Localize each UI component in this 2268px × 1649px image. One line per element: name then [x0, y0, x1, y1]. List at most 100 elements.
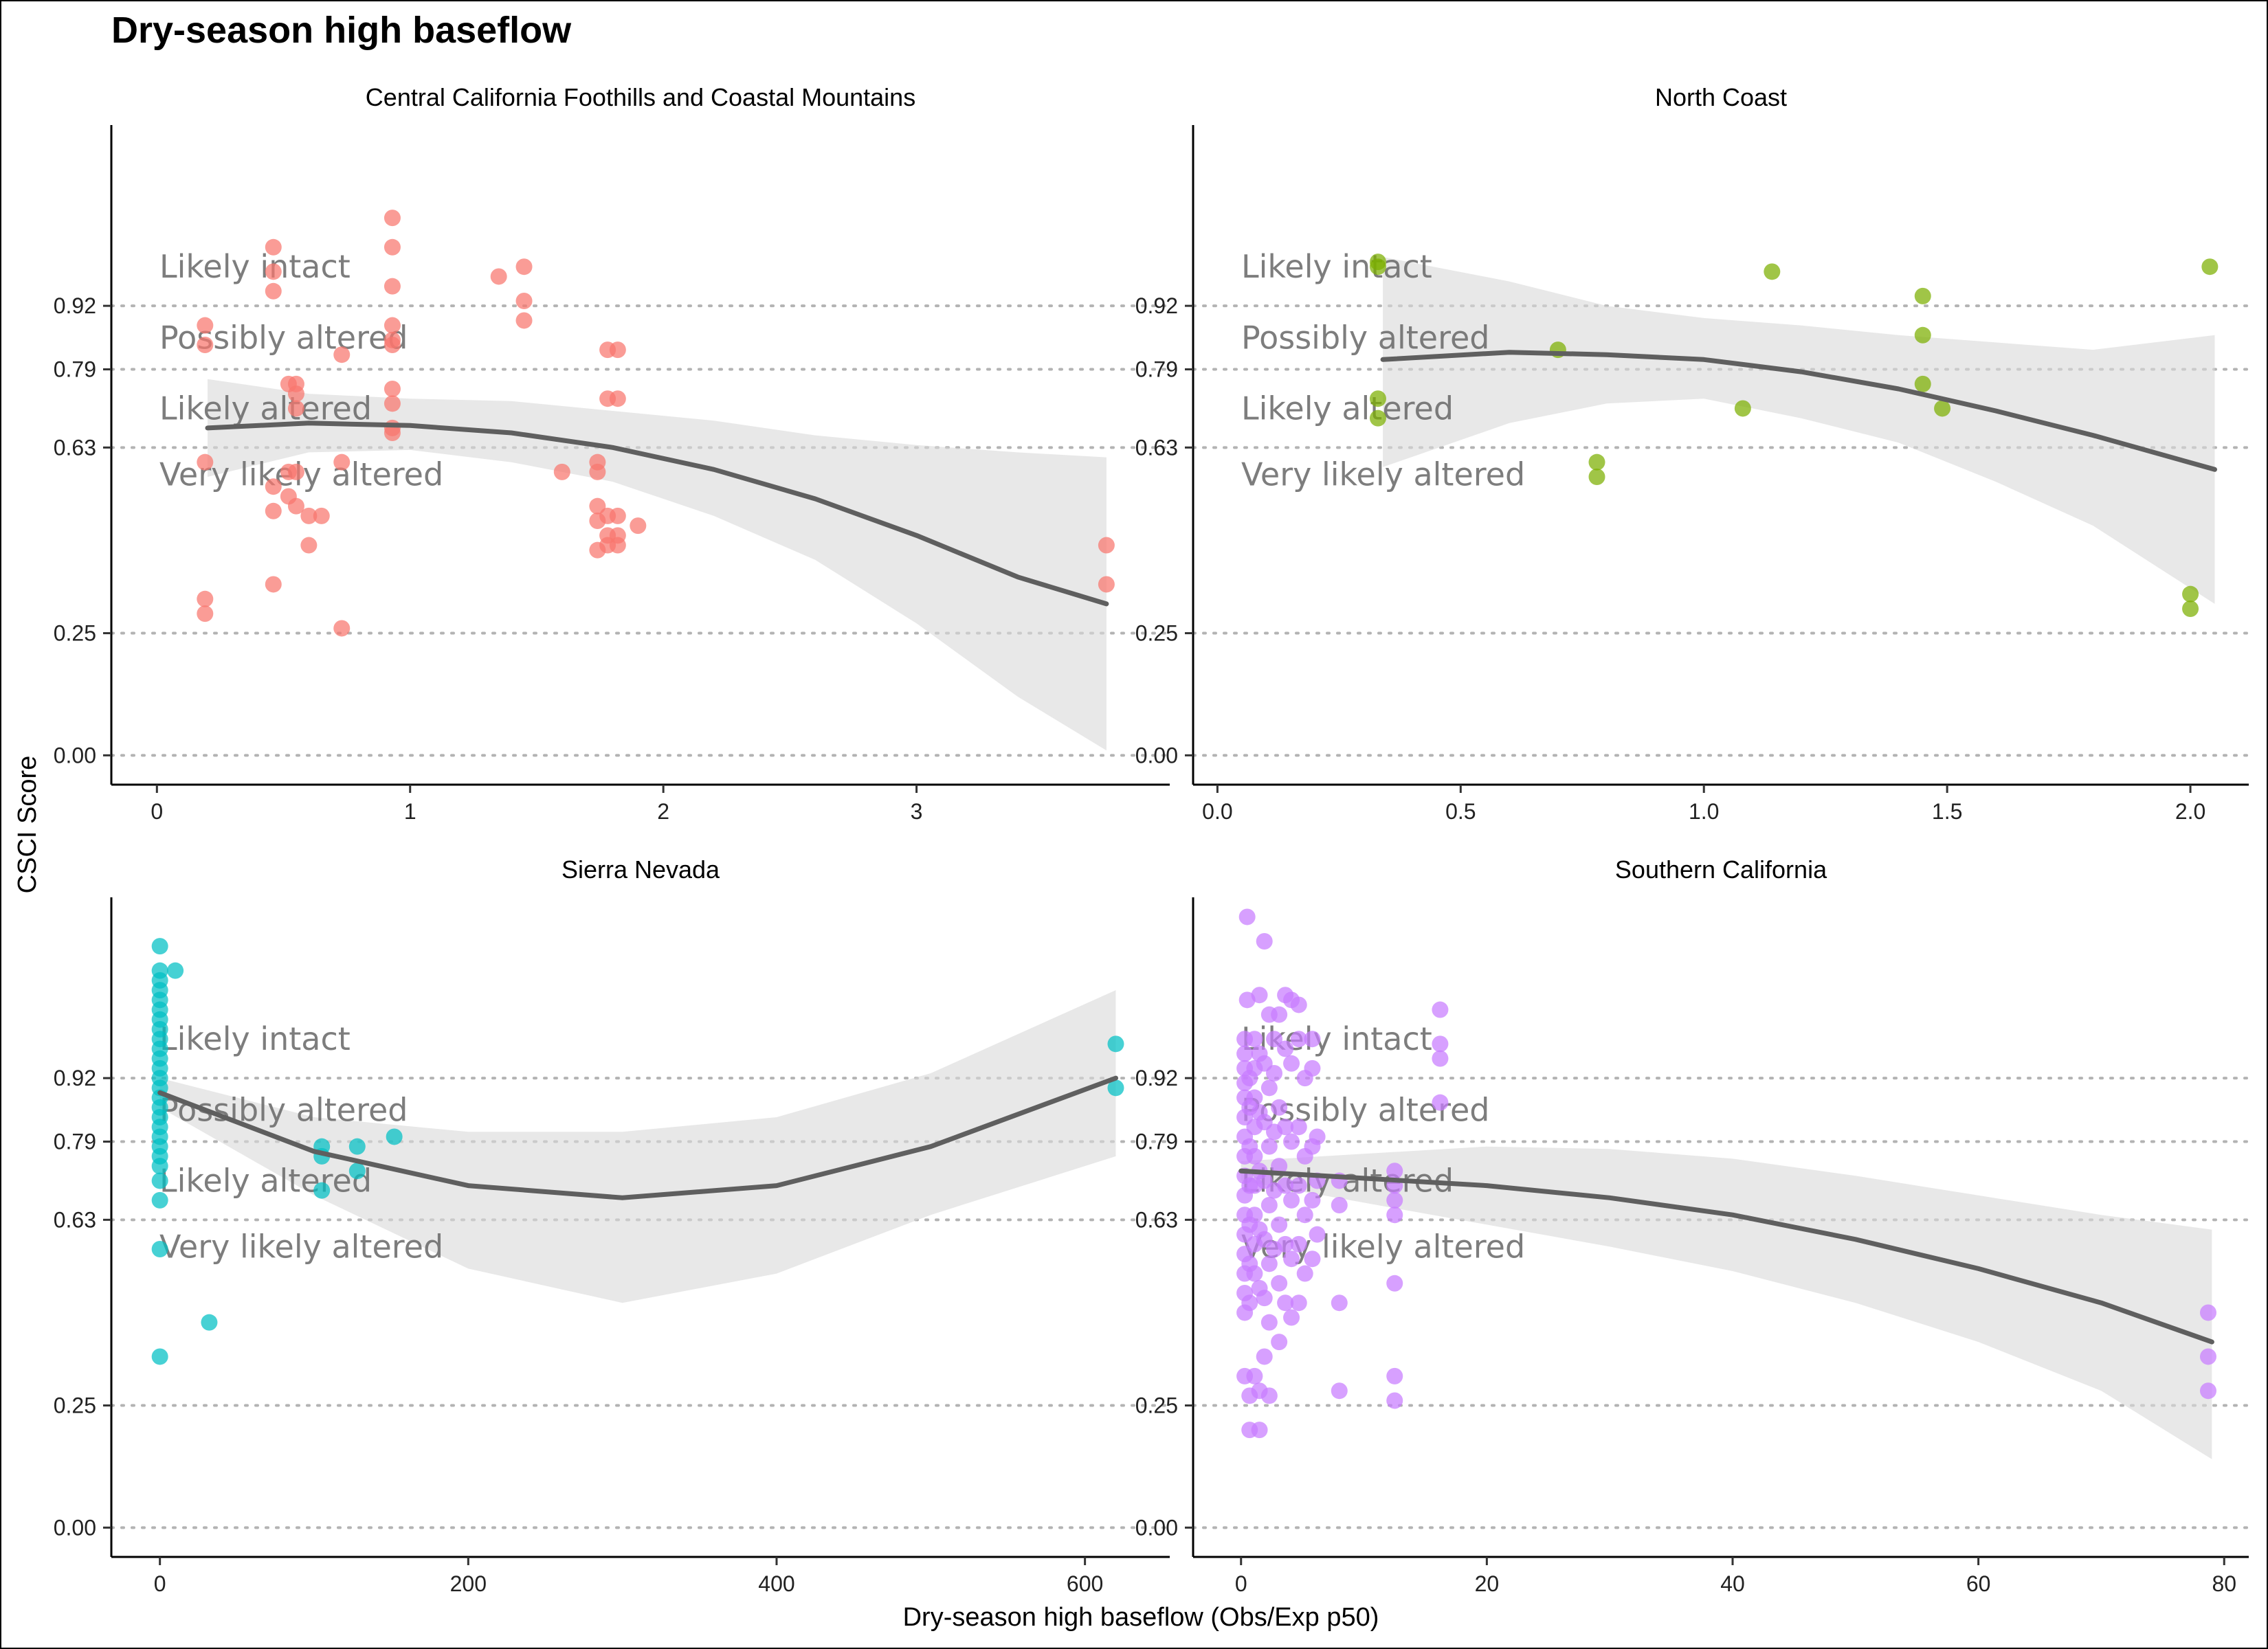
band-label: Possibly altered — [159, 1091, 408, 1128]
data-point — [383, 425, 401, 441]
data-point — [490, 268, 507, 285]
data-point — [1260, 1138, 1278, 1155]
data-point — [151, 1191, 168, 1209]
data-point — [609, 507, 626, 524]
data-point — [265, 478, 282, 495]
data-point — [1290, 1031, 1307, 1048]
x-tick-label: 2 — [657, 799, 669, 824]
data-point — [1271, 1334, 1288, 1351]
x-tick-label: 600 — [1067, 1571, 1103, 1596]
data-point — [383, 317, 401, 334]
band-label: Likely intact — [159, 248, 351, 285]
data-point — [1331, 1382, 1348, 1400]
y-tick-label: 0.00 — [54, 1515, 96, 1540]
band-label: Very likely altered — [159, 1228, 443, 1265]
x-tick-label: 0.5 — [1445, 799, 1476, 824]
x-tick-label: 40 — [1720, 1571, 1745, 1596]
data-point — [1386, 1163, 1403, 1180]
y-tick-label: 0.00 — [1135, 743, 1178, 767]
data-point — [287, 497, 304, 515]
y-tick-label: 0.79 — [54, 357, 96, 382]
data-point — [201, 1314, 218, 1331]
x-tick-label: 1 — [404, 799, 416, 824]
data-point — [333, 346, 351, 363]
x-tick-label: 1.0 — [1689, 799, 1719, 824]
data-point — [1107, 1079, 1124, 1097]
data-point — [1266, 1065, 1283, 1081]
data-point — [1588, 469, 1605, 485]
data-point — [1277, 1119, 1294, 1136]
y-tick-label: 0.92 — [1135, 293, 1178, 318]
data-point — [383, 210, 401, 227]
y-tick-label: 0.00 — [54, 743, 96, 767]
data-point — [1256, 1348, 1273, 1365]
chart-title: Dry-season high baseflow — [111, 10, 572, 51]
data-point — [1386, 1207, 1403, 1224]
confidence-ribbon — [1383, 257, 2215, 604]
data-point — [1369, 258, 1386, 276]
data-point — [2199, 1304, 2216, 1321]
data-point — [1304, 1059, 1321, 1077]
data-point — [609, 390, 626, 407]
band-label: Likely intact — [1241, 248, 1432, 285]
data-point — [1241, 1294, 1258, 1312]
data-point — [1290, 1119, 1307, 1136]
y-tick-label: 0.79 — [54, 1130, 96, 1154]
trend-line — [1238, 1168, 2214, 1345]
data-point — [1256, 1290, 1273, 1307]
data-point — [1271, 1006, 1288, 1023]
data-point — [2201, 258, 2219, 276]
band-label: Likely intact — [159, 1020, 351, 1057]
data-point — [1246, 1367, 1263, 1384]
facet-strip-label: Sierra Nevada — [562, 855, 720, 884]
data-point — [1260, 1387, 1278, 1404]
y-axis-title: CSCI Score — [13, 756, 42, 894]
data-point — [151, 938, 168, 955]
data-point — [515, 258, 533, 276]
data-point — [333, 453, 351, 471]
data-point — [1283, 1309, 1300, 1326]
data-point — [1266, 1031, 1283, 1048]
data-point — [1734, 400, 1751, 417]
data-point — [1914, 375, 1931, 392]
trend-line — [1380, 350, 2217, 472]
data-point — [386, 1128, 403, 1145]
data-point — [1290, 1235, 1307, 1253]
data-point — [313, 1182, 331, 1199]
data-point — [1283, 1191, 1300, 1209]
y-tick-label: 0.92 — [54, 293, 96, 318]
data-point — [1304, 1250, 1321, 1268]
data-point — [1260, 1314, 1278, 1331]
data-point — [1386, 1392, 1403, 1409]
y-tick-label: 0.63 — [1135, 435, 1178, 460]
data-point — [2199, 1348, 2216, 1365]
data-point — [1309, 1128, 1326, 1145]
data-point — [1432, 1094, 1449, 1111]
band-label: Likely altered — [159, 1162, 372, 1199]
y-tick-label: 0.63 — [1135, 1207, 1178, 1232]
data-point — [1386, 1367, 1403, 1384]
data-point — [1386, 1191, 1403, 1209]
data-point — [348, 1163, 366, 1180]
data-point — [1238, 908, 1256, 926]
band-label: Possibly altered — [1241, 319, 1490, 356]
data-point — [287, 463, 304, 480]
x-tick-label: 200 — [450, 1571, 487, 1596]
band-label: Likely altered — [159, 390, 372, 427]
x-axis-title: Dry-season high baseflow (Obs/Exp p50) — [903, 1603, 1379, 1632]
data-point — [630, 517, 647, 535]
data-point — [151, 1158, 168, 1175]
data-point — [609, 537, 626, 554]
data-point — [167, 962, 184, 979]
data-point — [1277, 1177, 1294, 1194]
data-point — [333, 620, 351, 637]
band-label: Very likely altered — [1241, 456, 1525, 493]
data-point — [151, 1172, 168, 1189]
data-point — [151, 1241, 168, 1257]
data-point — [1277, 1235, 1294, 1253]
data-point — [383, 381, 401, 397]
x-tick-label: 0 — [1235, 1571, 1247, 1596]
data-point — [515, 293, 533, 309]
